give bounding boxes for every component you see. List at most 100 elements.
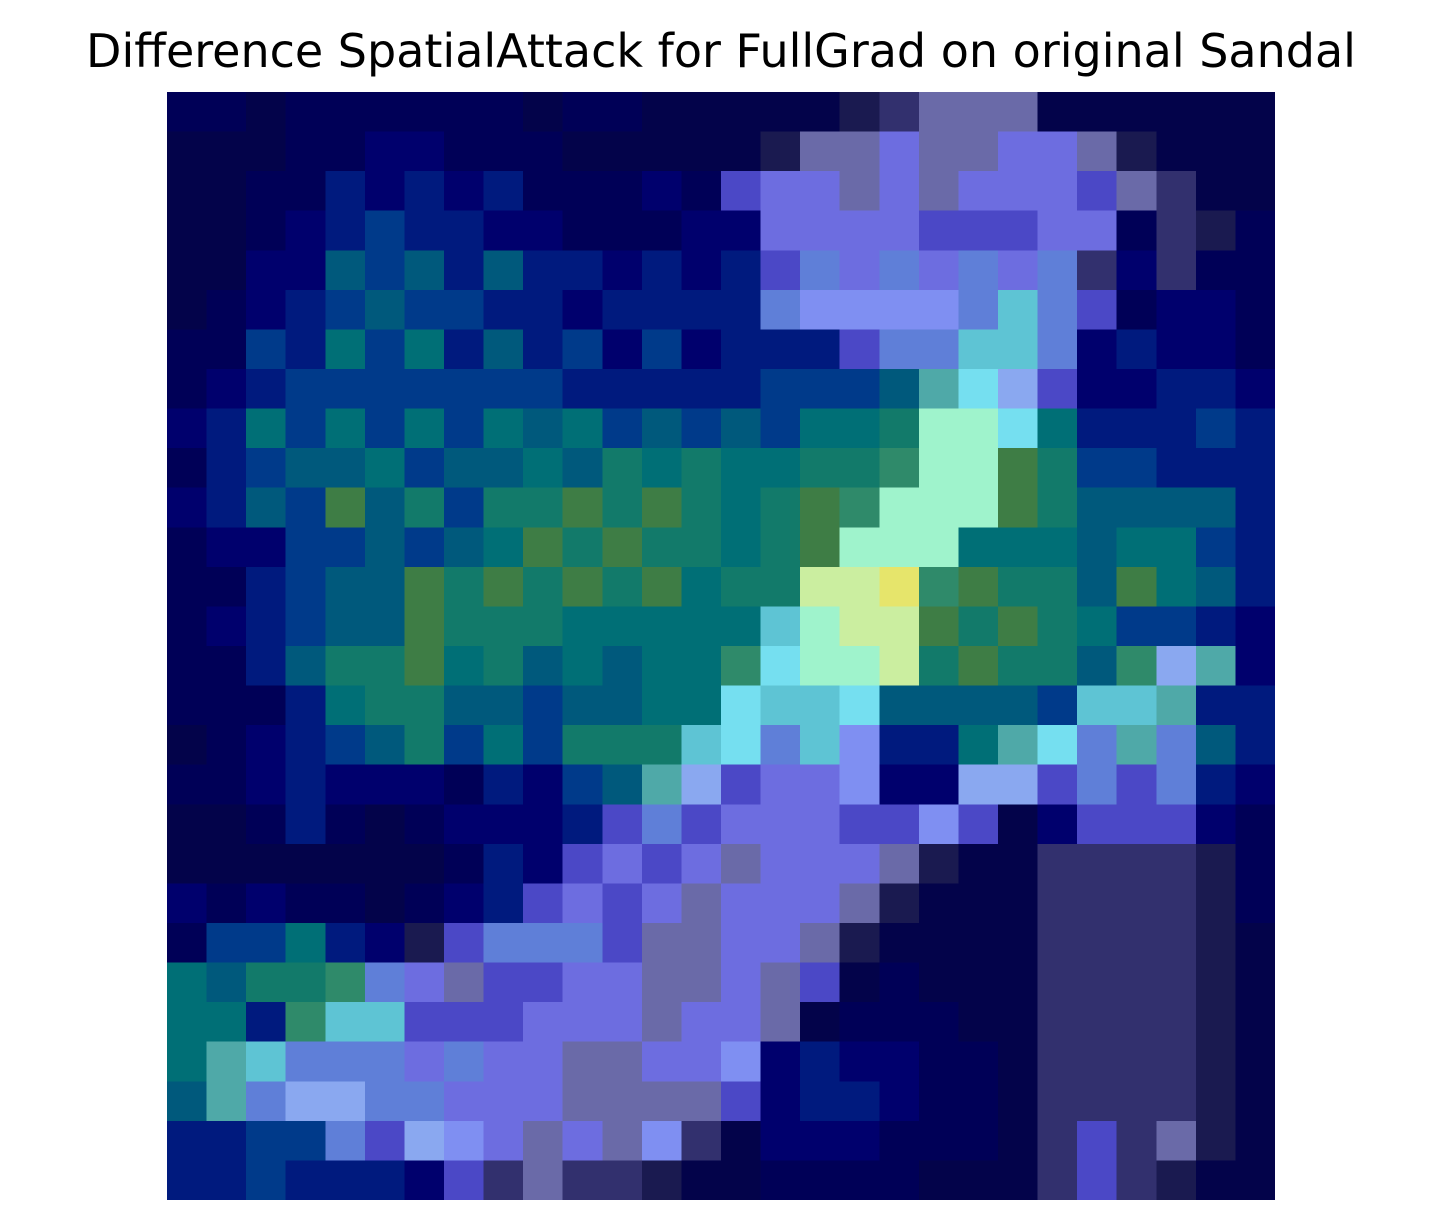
heatmap-cell <box>483 448 524 489</box>
heatmap-cell <box>167 1081 208 1122</box>
heatmap-cell <box>839 804 880 845</box>
heatmap-cell <box>1235 923 1275 964</box>
heatmap-cell <box>760 1041 801 1082</box>
heatmap-cell <box>285 725 326 766</box>
heatmap-cell <box>958 171 999 212</box>
heatmap-cell <box>641 962 683 1003</box>
heatmap-cell <box>246 448 287 489</box>
heatmap-cell <box>246 369 287 410</box>
heatmap-cell <box>167 1160 208 1200</box>
heatmap-cell <box>641 527 683 568</box>
heatmap-cell <box>681 725 722 766</box>
heatmap-cell <box>958 408 999 449</box>
heatmap-cell <box>1077 329 1118 370</box>
heatmap-cell <box>760 566 801 608</box>
heatmap-cell <box>444 843 485 885</box>
heatmap-cell <box>602 764 643 805</box>
heatmap-cell <box>364 764 406 805</box>
heatmap-cell <box>364 1160 406 1200</box>
heatmap-cell <box>602 210 643 251</box>
heatmap-cell <box>1037 369 1078 410</box>
heatmap-cell <box>246 685 287 726</box>
heatmap-cell <box>1077 369 1118 410</box>
heatmap-cell <box>444 883 485 924</box>
heatmap-cell <box>602 487 643 528</box>
heatmap-cell <box>1077 606 1118 647</box>
heatmap-cell <box>1195 210 1237 251</box>
heatmap-cell <box>1156 962 1197 1003</box>
heatmap-cell <box>1156 606 1197 647</box>
heatmap-cell <box>879 487 920 528</box>
heatmap-cell <box>1156 408 1197 449</box>
heatmap-cell <box>562 1120 603 1162</box>
heatmap-cell <box>1116 329 1157 370</box>
heatmap-cell <box>879 962 920 1003</box>
heatmap-cell <box>998 725 1039 766</box>
heatmap-cell <box>721 369 762 410</box>
heatmap-cell <box>800 1160 841 1200</box>
heatmap-cell <box>206 329 247 370</box>
heatmap-cell <box>800 448 841 489</box>
heatmap-cell <box>562 250 603 291</box>
heatmap-cell <box>760 250 801 291</box>
heatmap-cell <box>800 764 841 805</box>
heatmap-cell <box>602 369 643 410</box>
heatmap-cell <box>483 131 524 172</box>
heatmap-cell <box>1116 1160 1157 1200</box>
heatmap-cell <box>167 171 208 212</box>
heatmap-cell <box>918 725 960 766</box>
heatmap-cell <box>483 764 524 805</box>
heatmap-cell <box>958 764 999 805</box>
heatmap-cell <box>444 527 485 568</box>
heatmap-cell <box>285 92 326 133</box>
heatmap-cell <box>325 804 366 845</box>
heatmap-cell <box>839 408 880 449</box>
heatmap-cell <box>1235 527 1275 568</box>
heatmap-cell <box>879 843 920 885</box>
heatmap-cell <box>641 725 683 766</box>
heatmap-cell <box>918 369 960 410</box>
heatmap-cell <box>325 843 366 885</box>
heatmap-cell <box>1116 566 1157 608</box>
heatmap-cell <box>1116 289 1157 331</box>
heatmap-cell <box>562 1041 603 1082</box>
heatmap-cell <box>721 487 762 528</box>
heatmap-cell <box>721 329 762 370</box>
heatmap-cell <box>918 171 960 212</box>
heatmap-cell <box>760 487 801 528</box>
heatmap-cell <box>800 369 841 410</box>
heatmap-cell <box>958 448 999 489</box>
heatmap-cell <box>879 566 920 608</box>
heatmap-cell <box>444 487 485 528</box>
heatmap-cell <box>483 962 524 1003</box>
heatmap-cell <box>1235 804 1275 845</box>
heatmap-cell <box>800 923 841 964</box>
heatmap-cell <box>918 1002 960 1043</box>
heatmap-cell <box>958 1041 999 1082</box>
heatmap-cell <box>444 804 485 845</box>
heatmap-cell <box>285 883 326 924</box>
heatmap-cell <box>879 250 920 291</box>
heatmap-cell <box>760 329 801 370</box>
heatmap-cell <box>1156 369 1197 410</box>
heatmap-cell <box>1195 250 1237 291</box>
heatmap-cell <box>523 527 564 568</box>
heatmap-cell <box>1077 962 1118 1003</box>
heatmap-cell <box>602 171 643 212</box>
heatmap-cell <box>1077 923 1118 964</box>
heatmap-cell <box>681 566 722 608</box>
heatmap-cell <box>364 883 406 924</box>
heatmap-cell <box>998 685 1039 726</box>
heatmap-cell <box>246 883 287 924</box>
heatmap-cell <box>483 843 524 885</box>
heatmap-cell <box>1116 883 1157 924</box>
heatmap-cell <box>1156 289 1197 331</box>
heatmap-cell <box>246 527 287 568</box>
heatmap-cell <box>444 210 485 251</box>
heatmap-cell <box>721 606 762 647</box>
heatmap-cell <box>958 566 999 608</box>
heatmap-cell <box>206 131 247 172</box>
heatmap-cell <box>404 1120 445 1162</box>
heatmap-cell <box>523 1041 564 1082</box>
heatmap-cell <box>879 131 920 172</box>
